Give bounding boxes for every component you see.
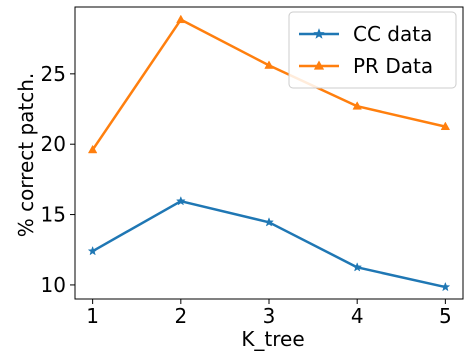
y-tick-label: 15 bbox=[41, 203, 66, 227]
legend-label-cc-data: CC data bbox=[353, 22, 432, 46]
x-tick-label: 1 bbox=[86, 304, 99, 328]
x-tick-label: 4 bbox=[351, 304, 364, 328]
data-point-cc-data bbox=[87, 245, 98, 256]
legend-box bbox=[288, 11, 457, 89]
legend-label-pr-data: PR Data bbox=[353, 54, 433, 78]
data-point-cc-data bbox=[175, 195, 186, 206]
x-tick-label: 2 bbox=[174, 304, 187, 328]
data-point-pr-data bbox=[440, 121, 451, 131]
y-tick-label: 20 bbox=[41, 132, 66, 156]
legend-marker-cc-data bbox=[313, 28, 325, 39]
legend-marker-pr-data bbox=[313, 60, 325, 70]
y-axis: 10 15 20 25 bbox=[41, 62, 75, 297]
data-point-pr-data bbox=[176, 14, 186, 24]
y-tick-label: 25 bbox=[41, 62, 66, 86]
series-layer bbox=[87, 14, 451, 292]
data-point-cc-data bbox=[352, 262, 363, 272]
legend: CC data PR Data bbox=[288, 11, 457, 89]
x-axis-label: K_tree bbox=[241, 327, 304, 351]
data-point-pr-data bbox=[264, 60, 274, 69]
y-tick-label: 10 bbox=[41, 273, 66, 297]
x-axis: 1 2 3 4 5 bbox=[86, 299, 452, 328]
series-line-cc-data bbox=[92, 199, 446, 289]
x-tick-label: 5 bbox=[439, 304, 452, 328]
data-point-cc-data bbox=[440, 281, 451, 292]
data-point-pr-data bbox=[87, 144, 98, 154]
x-tick-label: 3 bbox=[263, 304, 276, 328]
data-point-cc-data bbox=[264, 217, 274, 227]
y-axis-label: % correct patch. bbox=[14, 73, 38, 238]
data-point-pr-data bbox=[352, 101, 362, 110]
